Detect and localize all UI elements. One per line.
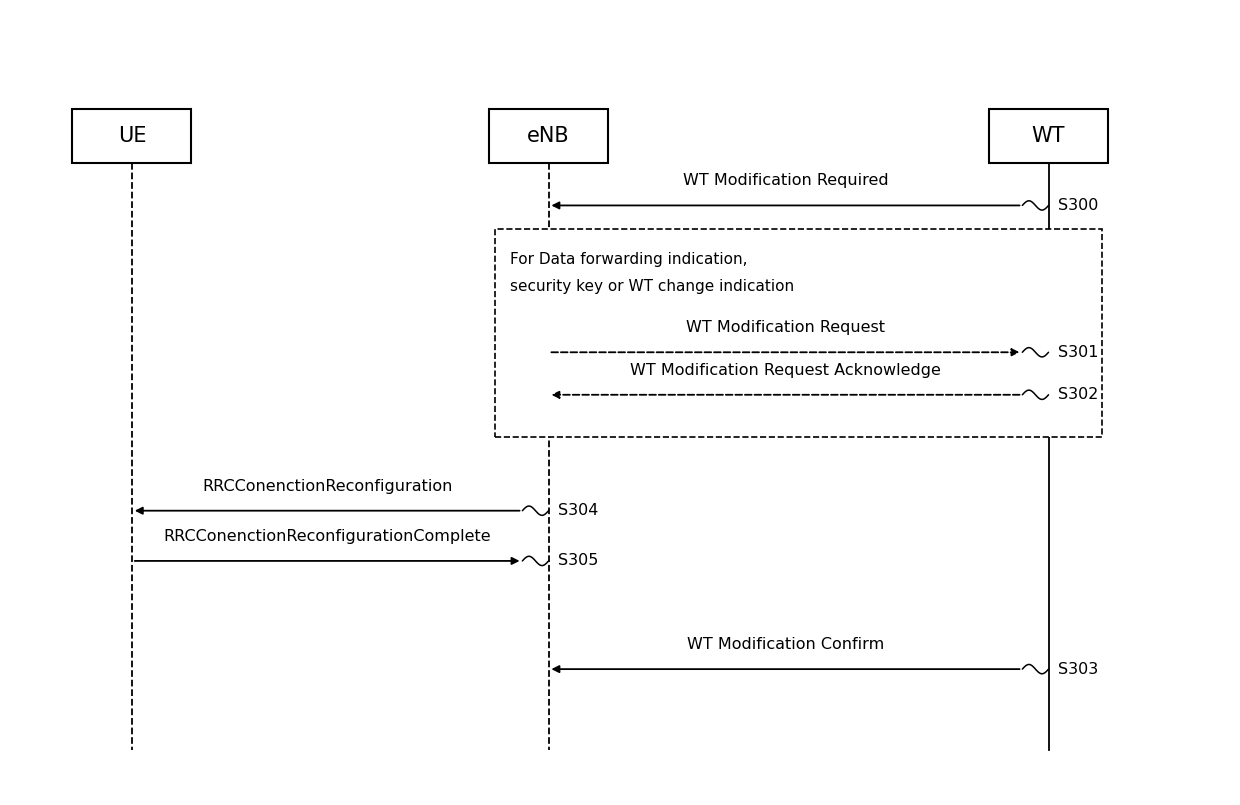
Text: WT Modification Request Acknowledge: WT Modification Request Acknowledge [630, 363, 941, 378]
Text: WT: WT [1032, 126, 1065, 146]
FancyBboxPatch shape [72, 109, 191, 163]
Text: WT Modification Request: WT Modification Request [686, 320, 885, 335]
Text: S302: S302 [1058, 387, 1099, 402]
FancyBboxPatch shape [990, 109, 1109, 163]
Text: RRCConenctionReconfigurationComplete: RRCConenctionReconfigurationComplete [164, 529, 491, 544]
Text: eNB: eNB [527, 126, 570, 146]
Text: UE: UE [118, 126, 146, 146]
Text: For Data forwarding indication,: For Data forwarding indication, [511, 252, 748, 267]
Text: RRCConenctionReconfiguration: RRCConenctionReconfiguration [202, 479, 453, 493]
FancyBboxPatch shape [495, 229, 1102, 437]
Text: S304: S304 [558, 503, 599, 518]
Text: S301: S301 [1058, 345, 1099, 360]
Text: S303: S303 [1058, 662, 1099, 677]
FancyBboxPatch shape [489, 109, 608, 163]
Text: S300: S300 [1058, 198, 1099, 213]
Text: security key or WT change indication: security key or WT change indication [511, 279, 795, 294]
Text: S305: S305 [558, 553, 599, 568]
Text: WT Modification Required: WT Modification Required [683, 173, 888, 188]
Text: WT Modification Confirm: WT Modification Confirm [687, 637, 884, 652]
